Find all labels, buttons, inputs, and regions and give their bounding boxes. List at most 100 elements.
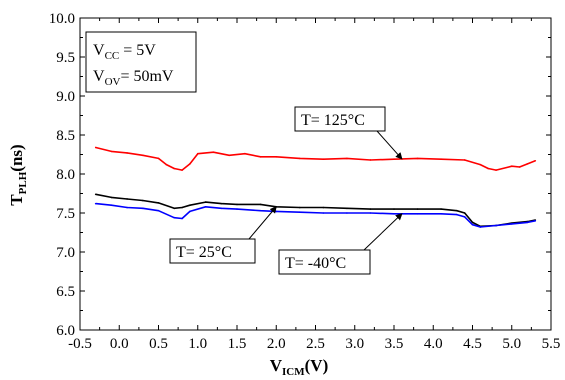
x-tick-label: 0.5	[149, 336, 168, 352]
x-tick-label: 5.5	[542, 336, 561, 352]
data-point-t-minus-40c	[110, 204, 113, 206]
data-point-t-25c	[463, 212, 466, 214]
annotation-leader	[363, 213, 403, 251]
data-point-t-minus-40c	[126, 206, 128, 209]
x-tick-label: 4.0	[424, 336, 443, 352]
data-point-t-minus-40c	[369, 212, 372, 214]
y-tick-label: 6.0	[56, 323, 75, 339]
data-point-t-25c	[259, 203, 262, 206]
data-point-t-minus-40c	[220, 207, 223, 210]
data-point-t-minus-40c	[142, 207, 144, 210]
series-line-t-125c	[95, 146, 536, 171]
data-point-t-25c	[94, 193, 97, 196]
y-tick-label: 10.0	[49, 11, 75, 27]
data-point-t-25c	[126, 198, 128, 200]
data-point-t-25c	[157, 202, 160, 204]
y-tick-label: 8.0	[56, 167, 75, 183]
data-point-t-25c	[173, 207, 175, 210]
data-point-t-125c	[299, 157, 301, 160]
data-point-t-minus-40c	[299, 211, 301, 214]
x-tick-label: 2.5	[306, 336, 325, 352]
y-tick-label: 8.5	[56, 128, 75, 144]
condition-box-frame	[85, 31, 197, 93]
data-point-t-25c	[142, 199, 144, 202]
data-point-t-25c	[220, 202, 223, 205]
x-tick-label: 2.0	[267, 336, 286, 352]
data-point-t-minus-40c	[189, 210, 191, 213]
data-point-t-25c	[416, 208, 419, 210]
data-point-t-125c	[534, 159, 537, 162]
annotation-leader	[376, 130, 403, 160]
data-point-t-125c	[94, 146, 97, 149]
x-tick-label: 4.5	[463, 336, 482, 352]
x-tick-label: -0.5	[68, 336, 92, 352]
annotation-label-t-minus-40c: T= -40°C	[285, 255, 346, 272]
data-point-t-125c	[393, 158, 395, 160]
data-point-t-125c	[157, 157, 160, 160]
data-point-t-125c	[212, 151, 215, 153]
data-point-t-25c	[393, 208, 395, 210]
annotation-label-t-25c: T= 25°C	[176, 244, 232, 261]
condition-box: VCC = 5V VOV= 50mV	[85, 31, 197, 93]
data-point-t-125c	[518, 166, 521, 168]
data-point-t-125c	[510, 165, 513, 167]
data-point-t-25c	[440, 208, 442, 210]
data-point-t-minus-40c	[416, 212, 419, 215]
data-point-t-125c	[479, 163, 482, 166]
data-point-t-minus-40c	[510, 223, 513, 225]
data-point-t-125c	[165, 163, 168, 166]
data-point-t-25c	[346, 207, 348, 210]
data-point-t-125c	[526, 163, 529, 165]
y-tick-label: 6.5	[56, 284, 75, 300]
data-point-t-minus-40c	[495, 224, 497, 227]
data-point-t-125c	[487, 167, 490, 170]
y-axis-title: TPLH(ns)	[7, 144, 29, 205]
data-point-t-125c	[369, 159, 372, 161]
data-point-t-125c	[110, 150, 113, 153]
series-line-t-minus-40c	[95, 202, 536, 228]
x-tick-label: 1.5	[228, 336, 247, 352]
data-point-t-minus-40c	[346, 212, 348, 214]
data-point-t-minus-40c	[526, 221, 529, 224]
data-point-t-minus-40c	[173, 216, 175, 219]
data-point-t-125c	[189, 163, 191, 165]
y-tick-label: 9.5	[56, 50, 75, 66]
data-point-t-minus-40c	[94, 202, 97, 205]
data-point-t-125c	[322, 158, 325, 160]
data-point-t-minus-40c	[393, 212, 395, 215]
data-point-t-125c	[126, 152, 128, 154]
data-point-t-25c	[204, 201, 207, 203]
series-line-t-25c	[95, 193, 536, 228]
annotation-box	[294, 106, 386, 132]
y-tick-label: 7.5	[56, 206, 75, 222]
data-point-t-125c	[440, 158, 442, 160]
condition-vov: VOV= 50mV	[93, 68, 174, 88]
x-tick-label: 0.0	[110, 336, 129, 352]
data-point-t-125c	[346, 157, 348, 160]
axes-layer: 6.0 6.5 7.0 7.5 8.0 8.5 9.0 9.5 10.0 -0.5 0.0 0.5 1.…	[49, 11, 561, 352]
annotation-box	[169, 238, 256, 264]
data-point-t-minus-40c	[440, 212, 442, 215]
data-point-t-125c	[259, 156, 262, 158]
data-point-t-125c	[275, 156, 278, 158]
annotation-leader	[248, 205, 277, 240]
x-tick-label: 3.5	[385, 336, 404, 352]
data-point-t-125c	[173, 167, 175, 170]
data-point-t-125c	[181, 169, 183, 171]
data-point-t-minus-40c	[479, 226, 482, 228]
data-point-t-minus-40c	[204, 205, 207, 208]
data-point-t-25c	[299, 206, 301, 209]
x-axis-title: VICM(V)	[270, 356, 329, 378]
data-point-t-minus-40c	[236, 208, 238, 210]
data-point-t-minus-40c	[463, 216, 466, 218]
data-point-t-minus-40c	[322, 212, 325, 214]
y-tick-label: 7.0	[56, 245, 75, 261]
annotation-layer: T= 125°C T= 25°C T= -40°C	[169, 106, 403, 275]
data-point-t-25c	[471, 221, 474, 224]
data-point-t-125c	[495, 169, 497, 171]
series-layer	[94, 146, 537, 228]
data-point-t-minus-40c	[275, 210, 278, 213]
annotation-box	[278, 249, 371, 275]
condition-vcc: VCC = 5V	[93, 42, 156, 62]
